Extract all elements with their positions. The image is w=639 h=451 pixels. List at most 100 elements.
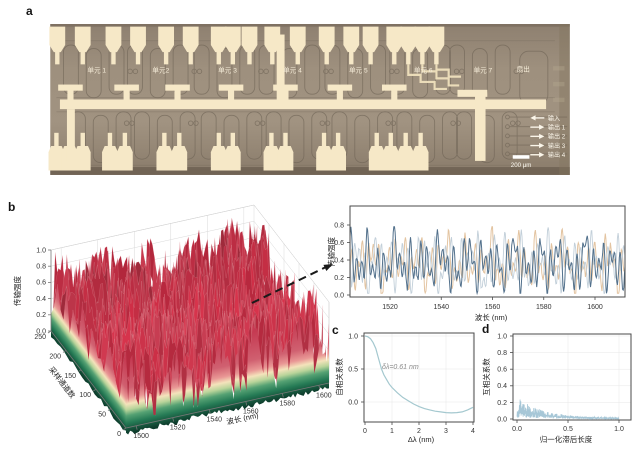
io-label: 输出 1 xyxy=(548,123,566,131)
bond-pad-bottom xyxy=(397,145,414,171)
waveguide-loop xyxy=(442,111,458,160)
crosscorrelation-plot: 0.0 0.5 1.0 0.0 0.2 0.4 0.6 0.8 1.0 归一化滞后长度 互相关系数 xyxy=(481,333,632,444)
panel-label-a: a xyxy=(26,4,33,18)
channel-tick xyxy=(122,427,127,431)
bond-pad-stem xyxy=(162,132,167,147)
bond-pad-stem xyxy=(324,51,329,65)
chip-labels: 单元 1 单元2 单元 3 单元 4 单元 5 单元 6 单元 7 扇出 xyxy=(87,64,529,74)
wavelength-tick-label: 1600 xyxy=(316,392,332,399)
metal-bus xyxy=(59,99,547,110)
heater-tee-bar xyxy=(114,84,139,91)
ring-resonator xyxy=(328,68,334,75)
heater-tee-stem xyxy=(123,89,130,101)
wavelength-tick xyxy=(318,385,321,390)
inset-pointer-arrow xyxy=(251,266,327,304)
waveguide-loop xyxy=(456,111,472,160)
die-marking xyxy=(553,66,565,71)
wavelength-tick-label: 1580 xyxy=(280,400,296,407)
bond-pad-stem xyxy=(80,51,85,65)
y-tick-label: 0.6 xyxy=(497,367,507,374)
die-marking xyxy=(553,81,565,87)
scale-bar-label: 200 μm xyxy=(511,162,532,169)
io-label: 输出 2 xyxy=(548,133,566,141)
fanout-coupler xyxy=(505,114,510,120)
bond-pad-stem xyxy=(230,132,235,147)
bond-pad-stem xyxy=(188,51,193,65)
output-arrow-head xyxy=(539,124,545,130)
spectrum-series-2 xyxy=(350,226,625,296)
bond-pad-bottom xyxy=(210,145,227,171)
heater-tee-bar xyxy=(273,84,298,91)
ticks: 0 1 2 3 4 0.0 0.5 1.0 xyxy=(348,333,475,435)
channel-axis xyxy=(50,330,127,429)
bond-pad-bottom xyxy=(330,145,347,171)
z-tick-label: 0.4 xyxy=(36,296,46,303)
bond-pad-stem xyxy=(403,132,408,147)
bond-pad-bottom xyxy=(48,145,65,171)
annotation-delta-lambda: δλ=0.61 nm xyxy=(382,364,419,371)
bond-pad-top xyxy=(224,26,241,53)
waveguide-loop xyxy=(304,44,321,95)
bond-pad-top xyxy=(343,26,360,53)
bond-pad-stem xyxy=(216,51,221,65)
ring-resonator xyxy=(385,120,391,126)
x-tick-label: 2 xyxy=(417,428,421,435)
bond-pad-stem xyxy=(406,51,411,65)
fanout-label: 扇出 xyxy=(517,64,530,73)
bond-pad-stem xyxy=(418,132,423,147)
bond-pad-bottom xyxy=(382,145,399,171)
io-label: 输出 3 xyxy=(548,142,566,150)
wavelength-tick xyxy=(135,425,138,430)
fanout-coupler xyxy=(505,124,510,130)
y-tick-label: 0.4 xyxy=(334,257,344,264)
bond-pad-stem xyxy=(269,132,274,147)
y-tick-label: 0.0 xyxy=(497,416,507,423)
panel-label-b: b xyxy=(8,200,16,214)
x-tick-label: 4 xyxy=(471,428,475,435)
ring-resonator xyxy=(259,120,266,126)
wavelength-tick xyxy=(281,393,284,398)
ring-resonator xyxy=(510,120,516,126)
autocorrelation-curve xyxy=(364,335,474,414)
ring-resonator xyxy=(263,68,269,75)
wavelength-tick-label: 1520 xyxy=(170,425,186,432)
x-tick-label: 1.0 xyxy=(614,426,624,433)
x-tick-label: 0.0 xyxy=(512,426,522,433)
z-tick-label: 0.6 xyxy=(36,280,46,287)
channel-tick-label: 200 xyxy=(49,353,61,360)
heater-tee-stem xyxy=(475,95,486,161)
ring-resonator xyxy=(455,120,462,126)
y-axis-label: 自相关系数 xyxy=(334,358,344,396)
ring-resonator xyxy=(193,120,199,126)
axis-ticks: 0.0 0.2 0.4 0.6 0.8 1.0 0 50 100 150 200 250 1500 152… xyxy=(34,247,331,439)
bond-pad-stem xyxy=(392,51,397,65)
ring-resonator xyxy=(323,68,329,75)
waveguide-loop xyxy=(200,111,217,160)
ring-resonator xyxy=(258,68,264,75)
wavelength-tick xyxy=(172,417,175,422)
channel-tick xyxy=(62,350,67,353)
bond-pad-top xyxy=(318,26,335,53)
ticks: 0.0 0.5 1.0 0.0 0.2 0.4 0.6 0.8 1.0 xyxy=(497,333,624,433)
inset-plot-frame xyxy=(349,205,626,298)
wavelength-axis xyxy=(125,382,330,429)
unit-label: 单元2 xyxy=(152,65,169,74)
spectra-series xyxy=(350,226,625,296)
y-tick-label: 0.6 xyxy=(334,240,344,247)
bond-pad-stem xyxy=(55,51,60,65)
ring-resonator xyxy=(324,120,331,126)
input-arrow-head xyxy=(530,115,536,121)
bond-pad-stem xyxy=(374,132,379,147)
bond-pad-bottom xyxy=(316,145,332,171)
bond-pad-stem xyxy=(216,132,221,147)
inset-ticks: 1520 1540 1560 1580 1600 0.0 0.2 0.4 0.6 0.8 xyxy=(334,222,603,311)
surface-rows xyxy=(50,217,327,421)
wavelength-tick xyxy=(208,409,211,414)
bond-pad-top xyxy=(289,26,306,53)
bond-pad-top xyxy=(49,26,66,53)
bond-pad-stem xyxy=(368,51,373,65)
wavelength-tick-label: 1560 xyxy=(243,408,259,415)
heater-tee-bar xyxy=(58,84,83,91)
x-tick-label: 0 xyxy=(363,428,367,435)
bond-pad-stem xyxy=(283,132,288,147)
